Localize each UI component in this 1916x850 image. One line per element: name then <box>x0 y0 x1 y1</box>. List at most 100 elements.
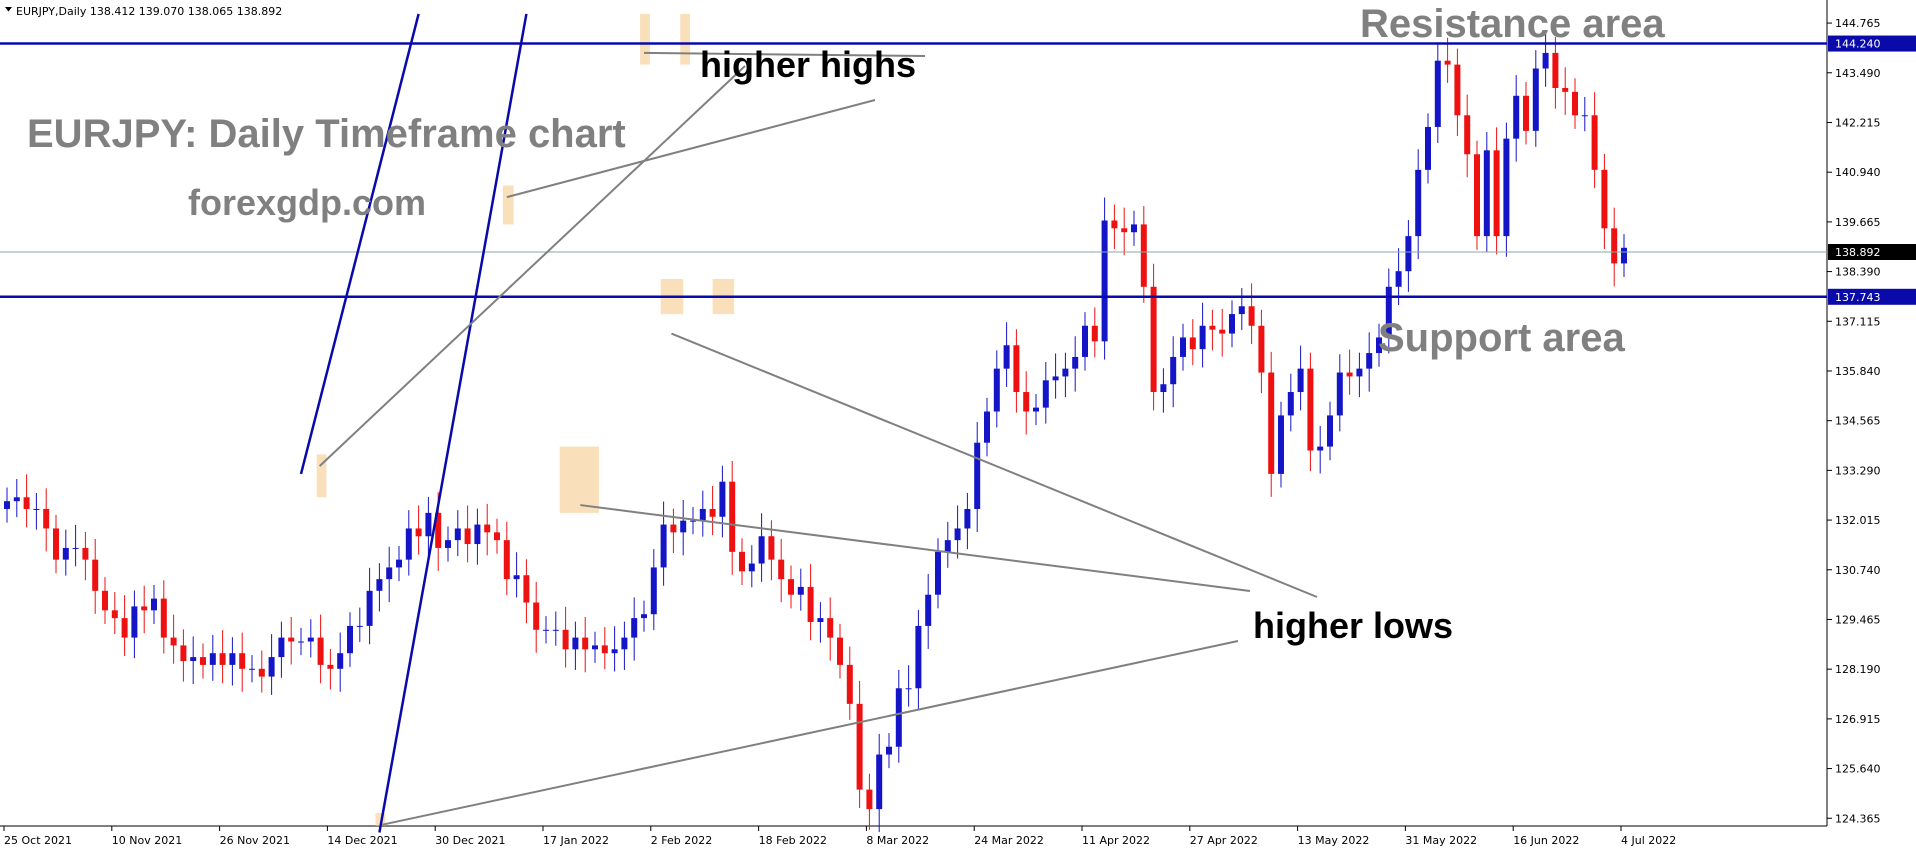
candle-body <box>62 547 69 560</box>
candle-body <box>1483 150 1490 237</box>
upper-channel-line <box>299 13 420 475</box>
candle-body <box>405 528 412 560</box>
resistance-label: Resistance area <box>1360 2 1665 46</box>
support-label: Support area <box>1378 316 1625 360</box>
highlight-high-apr <box>502 185 514 225</box>
callout-lines <box>318 51 1318 826</box>
candle-body <box>1287 392 1294 416</box>
candle-body <box>1434 60 1441 127</box>
candle-body <box>72 547 79 549</box>
candle-body <box>1385 286 1392 338</box>
x-tick-label: 4 Jul 2022 <box>1621 834 1676 847</box>
candle-body <box>699 508 706 521</box>
candle-body <box>944 540 951 552</box>
candle-body <box>1591 115 1598 170</box>
candle-body <box>366 590 373 626</box>
candle-body <box>1366 353 1373 369</box>
candle-body <box>23 497 30 509</box>
candle-body <box>1562 87 1569 92</box>
candle-body <box>1072 356 1079 369</box>
candle-body <box>621 637 628 650</box>
candle-body <box>111 610 118 619</box>
y-tick-label: 125.640 <box>1835 763 1881 776</box>
candle-body <box>327 664 334 669</box>
y-tick-label: 128.190 <box>1835 663 1881 676</box>
candle-body <box>1170 356 1177 385</box>
candle-body <box>1474 154 1480 237</box>
candle-body <box>1601 169 1608 229</box>
candle-body <box>151 598 157 611</box>
price-labels: 144.240 137.743 138.892 <box>1828 35 1916 305</box>
candle-body <box>121 618 128 638</box>
resistance-price-label: 144.240 <box>1835 38 1881 51</box>
candle-body <box>572 637 579 650</box>
candle-body <box>1611 228 1618 264</box>
candle-body <box>1160 384 1167 393</box>
candle-body <box>1091 325 1098 342</box>
candle-body <box>1258 325 1265 373</box>
candle-body <box>631 618 638 638</box>
support-price-label-box <box>1828 288 1916 305</box>
candle-body <box>582 637 589 650</box>
y-tick-label: 140.940 <box>1835 166 1881 179</box>
candle-body <box>925 594 932 626</box>
candle-body <box>278 637 285 658</box>
dropdown-arrow-icon[interactable] <box>5 7 12 12</box>
candle-body <box>1542 52 1549 69</box>
candle-body <box>768 536 775 560</box>
y-tick-label: 129.465 <box>1835 613 1881 626</box>
candle-body <box>131 606 138 638</box>
chart-title: EURJPY: Daily Timeframe chart <box>27 112 626 156</box>
candle-body <box>386 567 393 580</box>
candle-body <box>690 520 696 522</box>
x-tick-label: 17 Jan 2022 <box>543 834 609 847</box>
time-axis: 25 Oct 2021 10 Nov 2021 26 Nov 2021 14 Dec … <box>3 826 1676 847</box>
highlight-high-jun2 <box>680 13 691 65</box>
candle-body <box>1395 271 1402 287</box>
candle-body <box>533 602 540 630</box>
x-tick-label: 14 Dec 2021 <box>327 834 397 847</box>
candle-body <box>1209 325 1216 330</box>
candle-body <box>249 668 255 670</box>
candle-body <box>1238 306 1245 315</box>
candle-body <box>856 703 863 790</box>
candle-body <box>1356 368 1363 377</box>
y-tick-label: 137.115 <box>1835 315 1881 328</box>
y-tick-label: 130.740 <box>1835 564 1881 577</box>
candle-body <box>1317 446 1324 451</box>
candle-body <box>268 657 275 677</box>
candle-body <box>680 520 687 533</box>
candle-body <box>1189 337 1196 350</box>
y-tick-label: 124.365 <box>1835 812 1881 825</box>
candle-body <box>1003 345 1010 369</box>
candle-body <box>317 637 324 665</box>
candle-body <box>1131 224 1137 233</box>
candle-body <box>1464 115 1471 155</box>
candle-body <box>503 540 510 580</box>
candle-body <box>758 536 765 564</box>
price-axis: 144.765 143.490 142.215 140.940 139.665 138.3… <box>1827 17 1881 825</box>
callout-higher-lows-2 <box>671 332 1318 598</box>
candle-body <box>1532 68 1539 131</box>
y-tick-label: 142.215 <box>1835 116 1881 129</box>
candle-body <box>1572 91 1578 116</box>
candle-body <box>592 645 598 650</box>
candle-body <box>298 641 304 643</box>
candle-body <box>935 551 941 595</box>
candle-body <box>92 559 99 591</box>
candle-body <box>33 508 40 510</box>
callout-higher-highs-1 <box>318 65 746 467</box>
candle-body <box>4 501 10 509</box>
candle-body <box>797 586 804 595</box>
candle-body <box>1278 415 1284 474</box>
candle-body <box>1336 372 1343 416</box>
candle-body <box>513 575 520 580</box>
candle-body <box>993 368 1000 412</box>
x-tick-label: 16 Jun 2022 <box>1513 834 1579 847</box>
candle-body <box>190 657 197 661</box>
x-tick-label: 18 Feb 2022 <box>759 834 827 847</box>
candlesticks <box>4 29 1627 833</box>
candle-body <box>1062 368 1069 377</box>
candle-body <box>895 688 902 747</box>
candle-body <box>552 629 559 631</box>
